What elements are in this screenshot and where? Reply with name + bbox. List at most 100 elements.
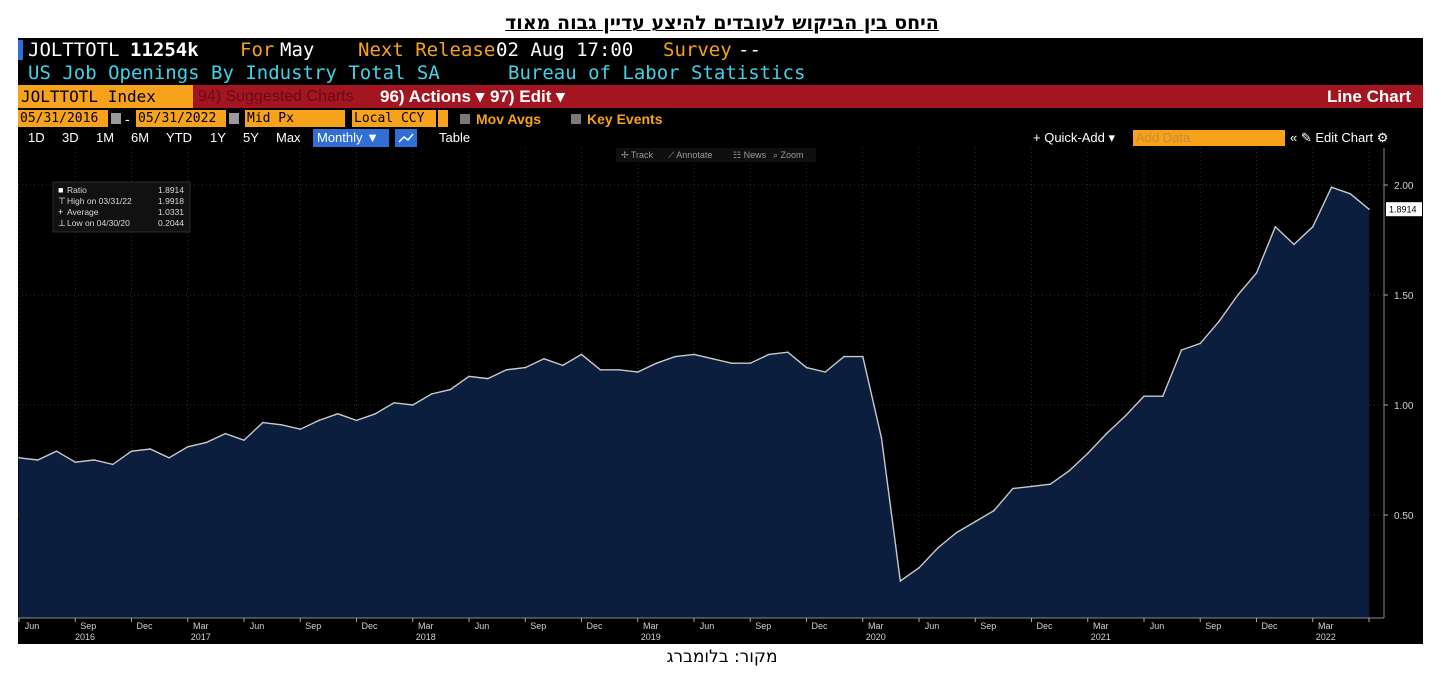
data-point [224,432,227,435]
chart-tool-news[interactable]: ☷ News [733,150,767,160]
x-tick-label: Mar [193,621,209,631]
ticker-marker [18,40,23,60]
data-point [1143,395,1145,397]
data-point [955,531,958,534]
data-point [1030,485,1033,488]
data-point [430,393,433,395]
key-events-label[interactable]: Key Events [587,111,663,127]
x-tick-label: Dec [811,621,828,631]
data-point [93,459,95,461]
data-point [749,362,752,364]
data-point [1255,272,1258,274]
data-point [168,457,170,459]
data-point [487,377,489,380]
timeframe-max[interactable]: Max [276,130,301,145]
timeframe-6m[interactable]: 6M [131,130,150,145]
start-date-field[interactable]: 05/31/2016 [18,110,108,127]
legend-high-label: High on 03/31/22 [67,196,132,206]
y-tick-label: 0.50 [1394,511,1414,522]
data-point [37,459,39,461]
for-value: May [280,39,315,61]
x-year-label: 2020 [866,632,886,642]
mov-avgs-label[interactable]: Mov Avgs [476,111,542,127]
timeframe-3d[interactable]: 3D [62,130,79,145]
source-caption: מקור: בלומברג [666,647,778,667]
last-value-flag [1386,202,1422,217]
timeframe-1m[interactable]: 1M [96,130,115,145]
x-axis-band [18,618,1423,644]
data-point [393,402,395,404]
edit-menu-button[interactable]: 97) Edit ▾ [490,87,565,106]
x-tick-label: Mar [418,621,434,631]
x-tick-label: Mar [643,621,659,631]
legend-low-marker: ⊥ [58,218,66,228]
chart-tool-track[interactable]: ✢ Track [621,150,654,160]
data-point [768,353,770,356]
chart-tool-annotate[interactable]: ⟋ Annotate [668,150,712,160]
data-point [205,441,208,444]
x-year-label: 2021 [1091,632,1111,642]
legend-ratio-marker: ■ [58,185,63,195]
price-field-select[interactable]: Mid Px [245,110,345,127]
data-point [937,547,939,549]
data-point [918,567,920,569]
legend-average-value: 1.0331 [158,207,184,217]
timeframe-1d[interactable]: 1D [28,130,45,145]
actions-menu-button[interactable]: 96) Actions ▾ [380,87,485,106]
end-date-field[interactable]: 05/31/2022 [136,110,226,127]
calendar-icon[interactable] [111,113,121,124]
x-tick-label: Sep [80,621,96,631]
data-point [1293,243,1295,246]
frequency-select[interactable]: Monthly ▼ [313,129,389,147]
data-point [712,358,714,360]
data-point [1124,415,1127,417]
data-point [355,419,358,422]
key-events-checkbox[interactable] [571,114,581,124]
timeframe-5y[interactable]: 5Y [243,130,259,145]
mov-avgs-checkbox[interactable] [460,114,470,124]
calendar-icon[interactable] [229,113,239,124]
timeframe-ytd[interactable]: YTD [166,130,192,145]
x-tick-label: Sep [530,621,546,631]
data-point [618,369,620,371]
x-tick-label: Jun [250,621,265,631]
data-point [580,353,583,356]
data-point [130,450,133,453]
quick-add-button[interactable]: + Quick-Add ▾ [1033,130,1116,145]
data-point [55,450,58,453]
survey-value: -- [738,39,761,61]
data-point [524,366,527,369]
x-tick-label: Jun [700,621,715,631]
ticker-symbol[interactable]: JOLTTOTL [28,39,120,61]
data-point [1068,470,1070,472]
legend-high-value: 1.9918 [158,196,184,206]
legend-low-value: 0.2044 [158,218,184,228]
timeframe-1y[interactable]: 1Y [210,130,226,145]
y-tick-label: 1.00 [1394,401,1414,412]
chart-type-label: Line Chart [1326,87,1411,106]
x-tick-label: Jun [475,621,490,631]
chart-tool-zoom[interactable]: ⌕ Zoom [773,150,804,160]
chart-area[interactable]: 2.00 1.50 1.00 0.50 1.8914 Jun Sep Dec Mar Jun Sep… [18,148,1423,644]
table-button[interactable]: Table [439,130,471,145]
data-point [1330,186,1333,188]
for-label: For [240,39,275,61]
data-point [543,358,545,360]
data-point [805,366,808,369]
line-chart-icon[interactable] [395,129,417,147]
last-value: 11254k [130,39,199,61]
ratio-area-chart[interactable]: 2.00 1.50 1.00 0.50 1.8914 Jun Sep Dec Mar Jun Sep… [18,148,1423,644]
data-point [1180,349,1183,351]
suggested-charts-button[interactable]: 94) Suggested Charts [198,88,354,105]
data-point [318,419,320,422]
data-point [993,509,995,512]
data-point [1105,432,1108,435]
x-tick-label: Mar [1318,621,1334,631]
add-data-input[interactable]: Add Data [1133,130,1285,146]
x-tick-label: Dec [361,621,378,631]
index-ticker-box[interactable]: JOLTTOTL Index [18,85,193,108]
edit-chart-button[interactable]: « ✎ Edit Chart ⚙ [1290,130,1389,145]
x-tick-label: Sep [305,621,321,631]
currency-dropdown-icon[interactable] [438,110,448,127]
currency-select[interactable]: Local CCY [352,110,436,127]
